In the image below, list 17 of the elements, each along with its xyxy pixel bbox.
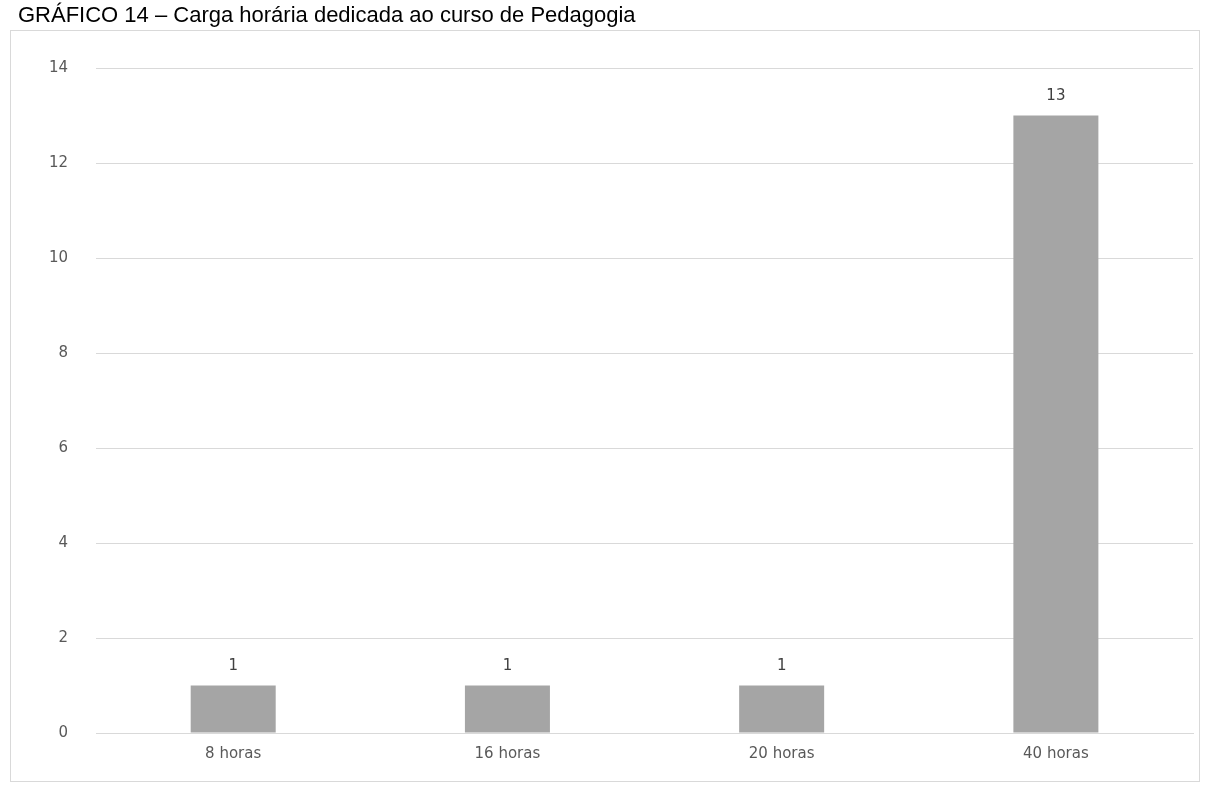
data-label: 1 <box>228 655 238 674</box>
data-label: 13 <box>1046 85 1066 104</box>
y-tick-label: 12 <box>48 152 69 171</box>
y-tick-label: 8 <box>58 342 69 361</box>
chart-title: GRÁFICO 14 – Carga horária dedicada ao curso de Pedagogia <box>18 2 636 28</box>
x-tick-label: 20 horas <box>748 743 815 762</box>
data-label: 1 <box>502 655 513 674</box>
x-tick-label: 16 horas <box>474 743 541 762</box>
y-tick-label: 10 <box>48 247 69 266</box>
y-tick-label: 6 <box>58 437 69 456</box>
data-label: 1 <box>776 655 787 674</box>
y-tick-label: 4 <box>58 532 69 551</box>
y-tick-label: 2 <box>58 627 69 646</box>
x-tick-label: 8 horas <box>205 743 262 762</box>
x-tick-label: 40 horas <box>1023 743 1089 762</box>
y-tick-label: 14 <box>48 57 69 76</box>
y-tick-label: 0 <box>58 722 69 741</box>
